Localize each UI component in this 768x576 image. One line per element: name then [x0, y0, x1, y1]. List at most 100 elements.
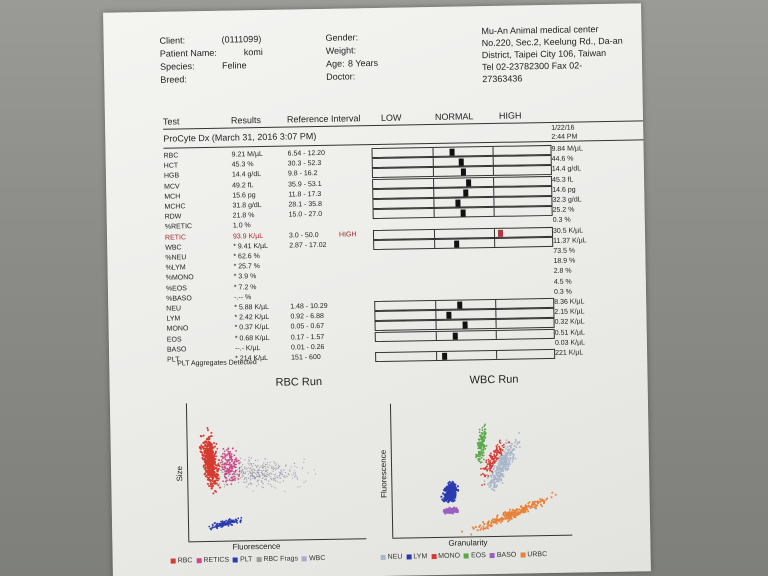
mono-point — [493, 457, 496, 459]
eos-point — [479, 450, 481, 453]
rbc-frags-point — [285, 464, 287, 466]
rbc-frags-point — [265, 474, 267, 477]
lym-point — [453, 499, 456, 502]
rbc-frags-point — [251, 475, 253, 477]
urbc-point — [520, 505, 523, 508]
row-result: * 62.6 % — [233, 253, 260, 261]
lym-point — [448, 499, 451, 502]
rbc-point — [217, 459, 220, 462]
plt-point — [237, 517, 240, 520]
rbc-frags-point — [244, 467, 246, 469]
lym-point — [441, 492, 445, 495]
neu-point — [498, 478, 501, 481]
range-divider — [492, 146, 494, 155]
rbc-point — [215, 482, 218, 485]
rbc-frags-point — [241, 473, 243, 475]
retics-point — [230, 453, 233, 456]
rbc-point — [211, 451, 214, 454]
range-divider — [432, 147, 434, 157]
rbc-frags-point — [271, 478, 273, 481]
wbc-point — [313, 469, 315, 471]
rbc-frags-point — [261, 467, 264, 469]
mono-point — [498, 447, 501, 449]
rbc-point — [207, 452, 210, 455]
rbc-frags-point — [269, 461, 271, 463]
rbc-point — [215, 472, 218, 475]
rbc-point — [199, 446, 202, 449]
urbc-point — [541, 498, 544, 501]
range-marker — [460, 209, 466, 217]
legend-item: NEU — [380, 554, 402, 561]
plt-point — [225, 522, 228, 525]
retics-point — [234, 469, 237, 472]
row-test: %LYM — [165, 264, 186, 272]
row-previous: 45.3 fL — [552, 176, 574, 184]
row-reference: 35.9 - 53.1 — [288, 180, 322, 189]
rbc-frags-point — [265, 470, 267, 473]
rbc-frags-point — [242, 475, 244, 477]
rbc-frags-point — [220, 466, 222, 469]
rbc-frags-point — [249, 471, 251, 473]
col-high: HIGH — [498, 110, 522, 121]
plt-point — [208, 525, 211, 528]
neu-point — [502, 450, 505, 453]
neu-point — [499, 459, 501, 462]
wbc-point — [249, 468, 251, 470]
retics-point — [231, 473, 234, 476]
legend-item: BASO — [489, 551, 517, 559]
wbc-legend: NEU LYM MONO EOS BASO URBC — [380, 551, 552, 561]
rbc-frags-point — [277, 476, 279, 478]
weight-label: Weight: — [325, 45, 357, 56]
row-result: * 2.42 K/µL — [234, 314, 270, 322]
row-test: %BASO — [166, 295, 192, 303]
neu-point — [499, 474, 501, 476]
neu-point — [507, 449, 509, 452]
lym-point — [452, 492, 455, 495]
wbc-point — [256, 467, 258, 469]
plt-point — [235, 518, 238, 521]
retics-point — [230, 470, 233, 473]
rbc-y-label: Size — [175, 465, 185, 482]
row-previous: 14.6 pg — [552, 186, 576, 194]
rbc-frags-point — [220, 465, 222, 468]
wbc-point — [296, 477, 298, 479]
mono-point — [501, 444, 504, 447]
neu-point — [501, 482, 504, 484]
rbc-frags-point — [279, 481, 281, 484]
wbc-point — [294, 469, 296, 472]
rbc-frags-point — [273, 467, 275, 469]
rbc-frags-point — [274, 464, 276, 467]
rbc-point — [212, 462, 215, 465]
retics-point — [232, 465, 235, 467]
row-result: -.-- % — [234, 293, 252, 302]
rbc-point — [215, 464, 218, 467]
retics-point — [227, 447, 230, 450]
range-bar — [372, 206, 553, 220]
species-value: Feline — [221, 60, 247, 71]
wbc-point — [252, 490, 254, 492]
row-result: 31.8 g/dL — [232, 202, 262, 210]
neu-point — [491, 481, 494, 484]
row-previous: 14.4 g/dL — [551, 165, 582, 174]
baso-point — [453, 510, 456, 513]
wbc-point — [305, 480, 307, 482]
rbc-frags-point — [266, 466, 269, 468]
retics-point — [215, 455, 218, 458]
urbc-point — [519, 511, 522, 514]
eos-point — [477, 459, 480, 462]
neu-point — [489, 484, 492, 487]
neu-point — [502, 470, 505, 473]
neu-point — [505, 460, 507, 463]
legend-label: BASO — [496, 551, 517, 559]
wbc-y-label: Fluorescence — [378, 449, 389, 498]
plt-point — [225, 519, 228, 522]
row-previous: 0.51 K/µL — [554, 328, 585, 337]
wbc-point — [284, 490, 286, 493]
plt-point — [213, 522, 216, 525]
legend-label: URBC — [527, 551, 548, 559]
wbc-point — [283, 474, 285, 477]
range-divider — [493, 228, 496, 237]
urbc-point — [527, 505, 530, 508]
urbc-point — [487, 527, 490, 530]
col-results: Results — [230, 114, 262, 126]
